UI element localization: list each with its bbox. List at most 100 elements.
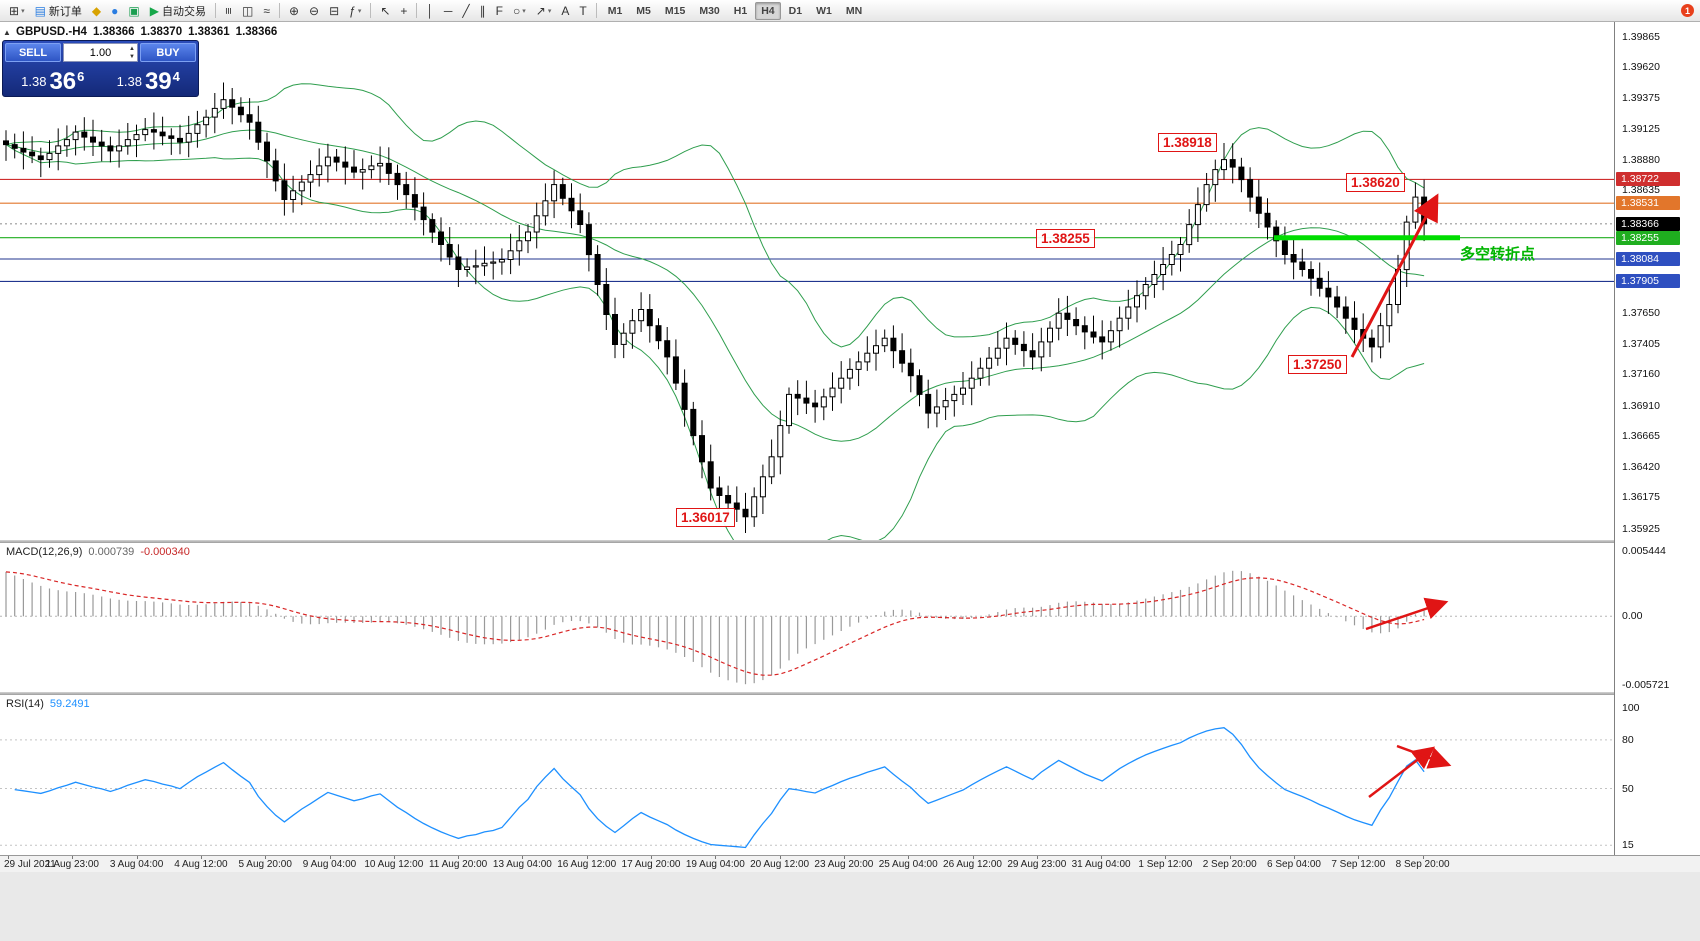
timeframe-m30-button[interactable]: M30 [699,4,720,17]
time-tick [1101,856,1103,859]
time-axis-label: 13 Aug 04:00 [492,859,552,870]
timeframe-m1-button[interactable]: M1 [607,4,623,17]
zoom-in-icon[interactable]: ⊕ [285,1,303,21]
chart-window-icon[interactable]: ⊞ ▾ [5,1,29,21]
text-tool-icon[interactable]: A [557,1,573,21]
price-tag-1.38531: 1.38531 [1616,196,1680,211]
candlestick-icon[interactable]: ◫ [238,1,257,21]
annotation-price-1.36017[interactable]: 1.36017 [676,508,735,527]
market-icon[interactable]: ▣ [124,1,143,21]
timeframe-m15-button[interactable]: M15 [664,4,686,17]
time-axis-label: 3 Aug 04:00 [109,859,164,870]
text-label-icon[interactable]: T [575,1,590,21]
time-tick [265,856,267,859]
time-tick [458,856,460,859]
time-tick [1358,856,1360,859]
symbol-info: GBPUSD.-H4 1.38366 1.38370 1.38361 1.38366 [16,26,283,38]
time-tick [200,856,202,859]
macd-axis-label: -0.005721 [1622,679,1670,691]
zoom-out-icon[interactable]: ⊖ [305,1,323,21]
buy-price-sup: 4 [172,69,180,84]
timeframe-w1-button[interactable]: W1 [816,4,832,17]
time-axis: 29 Jul 2021 1 Aug 23:00 3 Aug 04:00 4 Aug 1… [0,855,1700,872]
metaeditor-icon[interactable]: ◆ [88,1,105,21]
timeframe-h1-button[interactable]: H1 [733,4,748,17]
window-splitter[interactable] [0,540,1700,543]
window-splitter[interactable] [0,692,1700,695]
time-axis-label: 23 Aug 20:00 [814,859,874,870]
crosshair-icon[interactable]: + [396,1,411,21]
volume-input[interactable]: 1.00 ▲ ▼ [63,43,138,62]
timeframe-m5-button[interactable]: M5 [636,4,651,17]
channel-icon[interactable]: ∥ [476,1,490,21]
sell-price-base: 1.38 [21,74,47,89]
annotation-price-1.38620[interactable]: 1.38620 [1346,173,1405,192]
sell-price-sup: 6 [77,69,85,84]
shapes-icon: ○ [513,3,521,18]
time-axis-label: 16 Aug 12:00 [557,859,617,870]
horizontal-line-icon[interactable]: ─ [440,1,457,21]
time-axis-label: 6 Sep 04:00 [1267,859,1321,870]
price-axis-label: 1.37160 [1622,368,1660,381]
price-chart [0,82,1614,566]
timeframe-mn-button[interactable]: MN [845,4,863,17]
annotation-多空转折点[interactable]: 多空转折点 [1460,246,1536,263]
one-click-collapse-icon[interactable]: ▲ [3,28,11,37]
time-tick [1294,856,1295,859]
tile-windows-icon[interactable]: ⊟ [325,1,343,21]
indicators-icon[interactable]: ƒ ▾ [345,1,365,21]
toolbar-separator [370,3,372,18]
time-tick [8,856,9,859]
annotation-price-1.37250[interactable]: 1.37250 [1288,355,1347,374]
trendline-icon: ╱ [462,3,470,18]
timeframe-d1-button[interactable]: D1 [788,4,803,17]
cursor-icon[interactable]: ↖ [376,1,394,21]
annotation-price-1.38918[interactable]: 1.38918 [1158,133,1217,152]
annotation-price-1.38255[interactable]: 1.38255 [1036,229,1095,248]
time-axis-label: 7 Sep 12:00 [1331,859,1386,870]
macd-axis-label: 0.005444 [1622,545,1666,557]
trendline-icon[interactable]: ╱ [458,1,473,21]
time-tick [522,856,524,859]
community-icon[interactable]: ● [107,1,122,21]
price-axis-label: 1.37405 [1622,337,1660,350]
zoom-out-icon: ⊖ [309,3,320,18]
horizontal-line-icon: ─ [443,3,453,18]
volume-value: 1.00 [89,46,112,59]
dropdown-arrow-icon: ▾ [522,7,526,15]
price-axis-label: 1.36665 [1622,430,1660,443]
shapes-icon[interactable]: ○ ▾ [509,1,530,21]
vertical-line-icon[interactable]: │ [422,1,438,21]
time-axis-label: 25 Aug 04:00 [878,859,938,870]
time-tick [972,856,974,859]
bar-chart-icon: ≡ [221,6,236,15]
fibonacci-icon[interactable]: F [492,1,507,21]
new-order-button[interactable]: ▤ 新订单 [31,1,86,21]
arrows-tool-icon[interactable]: ↗ ▾ [532,1,556,21]
bar-chart-icon[interactable]: ≡ [221,1,236,21]
line-chart-icon[interactable]: ≈ [259,1,274,21]
auto-trading-button-label: 自动交易 [161,5,206,18]
price-axis-label: 1.38635 [1622,184,1660,197]
rsi-value: 59.2491 [49,698,90,710]
ohlc-open: 1.38366 [92,26,135,38]
notification-badge[interactable]: 1 [1681,4,1694,17]
time-axis-label: 8 Sep 20:00 [1395,859,1450,870]
sell-button[interactable]: SELL [5,43,61,62]
macd-signal-line [5,571,1425,676]
new-order-button-label: 新订单 [48,5,82,18]
volume-spinner-icon[interactable]: ▲ ▼ [129,46,135,60]
time-tick [1422,856,1424,859]
vertical-line-icon: │ [426,3,434,18]
tile-windows-icon: ⊟ [329,3,340,18]
macd-window: MACD(12,26,9) 0.000739 -0.000340 [0,543,1614,692]
price-axis: 1.39865 1.39620 1.39375 1.39125 1.38880 1.386… [1614,22,1700,855]
auto-trading-button[interactable]: ▶ 自动交易 [146,1,210,21]
time-tick [779,856,781,859]
timeframe-h4-button[interactable]: H4 [755,1,781,20]
rsi-axis-label: 15 [1622,839,1634,852]
buy-button[interactable]: BUY [140,43,196,62]
indicators-icon: ƒ [349,3,356,18]
time-tick [843,856,845,859]
price-axis-label: 1.36910 [1622,399,1660,412]
